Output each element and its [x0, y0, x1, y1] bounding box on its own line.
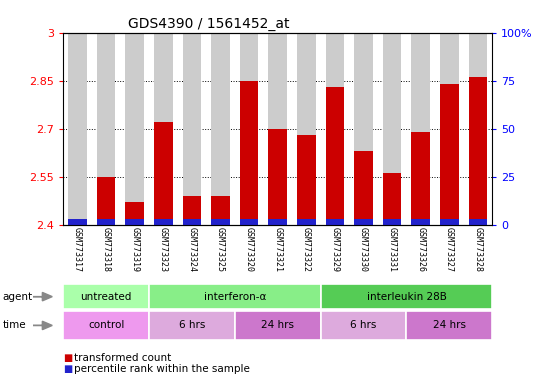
- Bar: [411, 219, 430, 225]
- Text: control: control: [88, 320, 124, 331]
- Text: GSM773331: GSM773331: [388, 227, 397, 271]
- Text: GSM773329: GSM773329: [331, 227, 339, 271]
- Bar: [154, 33, 173, 225]
- Bar: [154, 122, 173, 225]
- Bar: [440, 219, 459, 225]
- Text: untreated: untreated: [80, 291, 132, 302]
- Bar: [240, 219, 258, 225]
- Bar: [183, 196, 201, 225]
- Bar: [240, 81, 258, 225]
- Bar: [440, 33, 459, 225]
- Text: 6 hrs: 6 hrs: [179, 320, 205, 331]
- Bar: [97, 33, 116, 225]
- Text: transformed count: transformed count: [74, 353, 172, 363]
- Text: 24 hrs: 24 hrs: [261, 320, 294, 331]
- Bar: [326, 87, 344, 225]
- Text: time: time: [3, 320, 26, 331]
- Bar: [440, 84, 459, 225]
- Bar: [297, 33, 316, 225]
- Text: GSM773327: GSM773327: [445, 227, 454, 271]
- Bar: [240, 33, 258, 225]
- Bar: [68, 222, 87, 225]
- Bar: [183, 33, 201, 225]
- Bar: [354, 151, 373, 225]
- Bar: [125, 33, 144, 225]
- Text: interleukin 28B: interleukin 28B: [366, 291, 447, 302]
- Bar: [326, 33, 344, 225]
- Bar: [354, 33, 373, 225]
- Bar: [326, 219, 344, 225]
- Bar: [68, 33, 87, 225]
- Text: GSM773319: GSM773319: [130, 227, 139, 271]
- Text: GSM773330: GSM773330: [359, 227, 368, 271]
- Text: GSM773321: GSM773321: [273, 227, 282, 271]
- Bar: [97, 219, 116, 225]
- Bar: [268, 219, 287, 225]
- Bar: [469, 219, 487, 225]
- Bar: [268, 129, 287, 225]
- Bar: [469, 78, 487, 225]
- Text: GSM773326: GSM773326: [416, 227, 425, 271]
- Text: GSM773323: GSM773323: [159, 227, 168, 271]
- Bar: [354, 219, 373, 225]
- Text: percentile rank within the sample: percentile rank within the sample: [74, 364, 250, 374]
- Text: 6 hrs: 6 hrs: [350, 320, 377, 331]
- Bar: [469, 33, 487, 225]
- Bar: [297, 135, 316, 225]
- Text: GSM773328: GSM773328: [474, 227, 482, 271]
- Bar: [68, 219, 87, 225]
- Bar: [411, 33, 430, 225]
- Text: GDS4390 / 1561452_at: GDS4390 / 1561452_at: [128, 17, 290, 31]
- Bar: [125, 219, 144, 225]
- Bar: [125, 202, 144, 225]
- Text: interferon-α: interferon-α: [204, 291, 266, 302]
- Text: ■: ■: [63, 353, 73, 363]
- Text: GSM773318: GSM773318: [102, 227, 111, 271]
- Bar: [297, 219, 316, 225]
- Text: GSM773324: GSM773324: [188, 227, 196, 271]
- Bar: [383, 174, 402, 225]
- Bar: [268, 33, 287, 225]
- Text: GSM773325: GSM773325: [216, 227, 225, 271]
- Text: agent: agent: [3, 291, 33, 302]
- Bar: [383, 219, 402, 225]
- Text: GSM773317: GSM773317: [73, 227, 82, 271]
- Bar: [97, 177, 116, 225]
- Text: 24 hrs: 24 hrs: [433, 320, 466, 331]
- Bar: [383, 33, 402, 225]
- Bar: [183, 219, 201, 225]
- Bar: [411, 132, 430, 225]
- Text: ■: ■: [63, 364, 73, 374]
- Text: GSM773322: GSM773322: [302, 227, 311, 271]
- Bar: [211, 196, 230, 225]
- Bar: [154, 219, 173, 225]
- Text: GSM773320: GSM773320: [245, 227, 254, 271]
- Bar: [211, 33, 230, 225]
- Bar: [211, 219, 230, 225]
